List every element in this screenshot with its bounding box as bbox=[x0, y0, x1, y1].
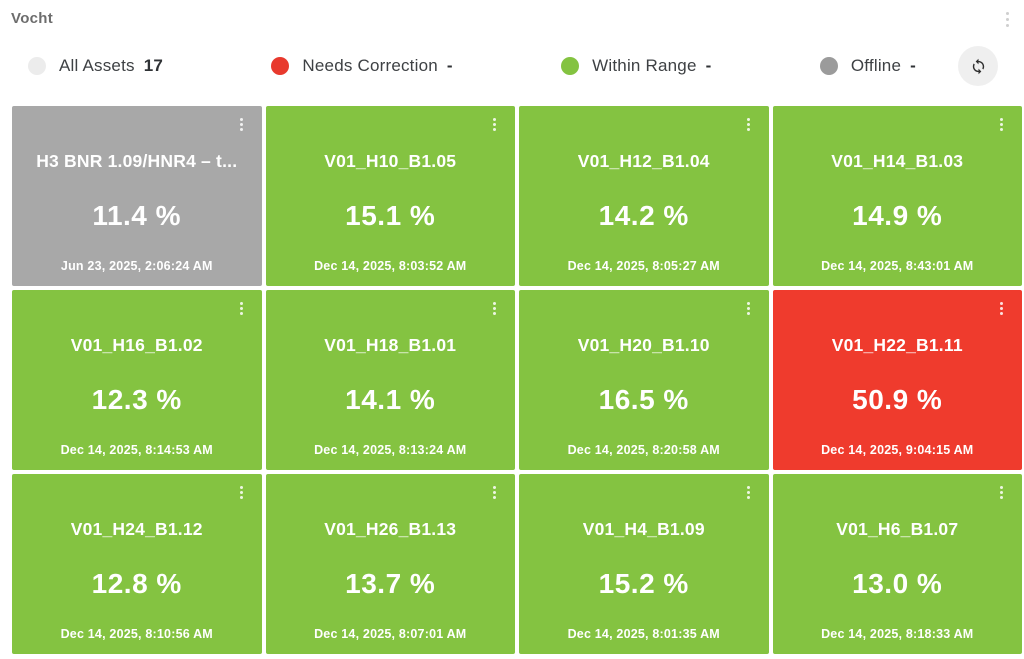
asset-name: V01_H12_B1.04 bbox=[577, 151, 710, 171]
tile-menu-icon[interactable] bbox=[743, 116, 754, 133]
asset-value: 15.1 % bbox=[345, 199, 436, 231]
asset-tile[interactable]: V01_H24_B1.12 12.8 % Dec 14, 2025, 8:10:… bbox=[12, 474, 262, 654]
legend-count: - bbox=[705, 56, 712, 75]
tile-menu-icon[interactable] bbox=[743, 484, 754, 501]
legend-items: All Assets 17 Needs Correction - Within … bbox=[28, 56, 916, 76]
tile-menu-icon[interactable] bbox=[743, 300, 754, 317]
legend-label: Offline bbox=[850, 56, 902, 75]
asset-tile[interactable]: V01_H20_B1.10 16.5 % Dec 14, 2025, 8:20:… bbox=[519, 290, 769, 470]
page-title: Vocht bbox=[11, 10, 54, 27]
asset-value: 14.1 % bbox=[345, 383, 436, 415]
widget-menu-icon[interactable] bbox=[1001, 10, 1014, 29]
asset-timestamp: Dec 14, 2025, 8:03:52 AM bbox=[314, 259, 467, 273]
asset-name: V01_H16_B1.02 bbox=[70, 335, 203, 355]
legend-item-within-range[interactable]: Within Range - bbox=[561, 56, 711, 76]
tile-menu-icon[interactable] bbox=[996, 116, 1007, 133]
asset-tile[interactable]: V01_H26_B1.13 13.7 % Dec 14, 2025, 8:07:… bbox=[265, 474, 515, 654]
sync-icon bbox=[972, 58, 984, 74]
asset-tile[interactable]: V01_H14_B1.03 14.9 % Dec 14, 2025, 8:43:… bbox=[772, 106, 1022, 286]
asset-value: 50.9 % bbox=[852, 383, 943, 415]
asset-tile[interactable]: V01_H12_B1.04 14.2 % Dec 14, 2025, 8:05:… bbox=[519, 106, 769, 286]
status-dot-icon bbox=[271, 57, 290, 75]
tile-menu-icon[interactable] bbox=[996, 484, 1007, 501]
asset-value: 11.4 % bbox=[92, 199, 182, 231]
asset-value: 13.7 % bbox=[345, 567, 436, 599]
asset-timestamp: Dec 14, 2025, 8:43:01 AM bbox=[821, 259, 974, 273]
asset-name: V01_H14_B1.03 bbox=[831, 151, 964, 171]
status-dot-icon bbox=[28, 57, 46, 75]
asset-name: V01_H20_B1.10 bbox=[577, 335, 710, 355]
asset-timestamp: Dec 14, 2025, 8:01:35 AM bbox=[567, 627, 720, 641]
widget-topbar: Vocht bbox=[0, 0, 1024, 29]
asset-value: 14.2 % bbox=[598, 199, 689, 231]
asset-name: V01_H24_B1.12 bbox=[70, 519, 203, 539]
asset-value: 12.8 % bbox=[91, 567, 182, 599]
tile-menu-icon[interactable] bbox=[236, 484, 247, 501]
asset-timestamp: Dec 14, 2025, 8:07:01 AM bbox=[314, 627, 467, 641]
legend: All Assets 17 Needs Correction - Within … bbox=[28, 46, 998, 86]
tile-menu-icon[interactable] bbox=[489, 116, 500, 133]
status-dot-icon bbox=[561, 57, 580, 75]
asset-tile[interactable]: V01_H6_B1.07 13.0 % Dec 14, 2025, 8:18:3… bbox=[772, 474, 1022, 654]
legend-label: Needs Correction bbox=[302, 56, 438, 75]
asset-name: V01_H4_B1.09 bbox=[582, 519, 705, 539]
asset-name: V01_H22_B1.11 bbox=[831, 335, 963, 355]
asset-name: V01_H18_B1.01 bbox=[324, 335, 457, 355]
asset-value: 13.0 % bbox=[852, 567, 943, 599]
asset-name: V01_H6_B1.07 bbox=[836, 519, 959, 539]
legend-count: - bbox=[446, 56, 453, 75]
tile-menu-icon[interactable] bbox=[489, 484, 500, 501]
asset-name: V01_H10_B1.05 bbox=[324, 151, 457, 171]
tile-menu-icon[interactable] bbox=[236, 116, 247, 133]
asset-timestamp: Dec 14, 2025, 8:05:27 AM bbox=[567, 259, 720, 273]
asset-timestamp: Dec 14, 2025, 8:14:53 AM bbox=[60, 443, 213, 457]
legend-item-offline[interactable]: Offline - bbox=[819, 56, 916, 76]
asset-grid: H3 BNR 1.09/HNR4 – t... 11.4 % Jun 23, 2… bbox=[12, 106, 1022, 654]
asset-tile[interactable]: V01_H10_B1.05 15.1 % Dec 14, 2025, 8:03:… bbox=[265, 106, 515, 286]
tile-menu-icon[interactable] bbox=[996, 300, 1007, 317]
asset-timestamp: Dec 14, 2025, 8:10:56 AM bbox=[60, 627, 213, 641]
asset-timestamp: Jun 23, 2025, 2:06:24 AM bbox=[60, 259, 213, 273]
legend-item-needs-correction[interactable]: Needs Correction - bbox=[271, 56, 453, 76]
asset-name: H3 BNR 1.09/HNR4 – t... bbox=[36, 151, 238, 171]
asset-tile[interactable]: V01_H18_B1.01 14.1 % Dec 14, 2025, 8:13:… bbox=[265, 290, 515, 470]
tile-menu-icon[interactable] bbox=[489, 300, 500, 317]
asset-value: 16.5 % bbox=[598, 383, 689, 415]
status-dot-icon bbox=[819, 57, 838, 75]
asset-tile[interactable]: V01_H22_B1.11 50.9 % Dec 14, 2025, 9:04:… bbox=[772, 290, 1022, 470]
refresh-button[interactable] bbox=[958, 46, 998, 86]
legend-label: All Assets bbox=[59, 56, 135, 75]
asset-value: 12.3 % bbox=[91, 383, 182, 415]
asset-tile[interactable]: V01_H4_B1.09 15.2 % Dec 14, 2025, 8:01:3… bbox=[519, 474, 769, 654]
asset-timestamp: Dec 14, 2025, 8:20:58 AM bbox=[567, 443, 720, 457]
asset-timestamp: Dec 14, 2025, 9:04:15 AM bbox=[821, 443, 974, 457]
legend-count: - bbox=[910, 56, 916, 75]
legend-label: Within Range bbox=[592, 56, 697, 75]
asset-name: V01_H26_B1.13 bbox=[324, 519, 457, 539]
asset-value: 14.9 % bbox=[852, 199, 943, 231]
legend-item-all-assets[interactable]: All Assets 17 bbox=[28, 56, 163, 76]
legend-count: 17 bbox=[143, 56, 164, 75]
asset-timestamp: Dec 14, 2025, 8:18:33 AM bbox=[821, 627, 974, 641]
tile-menu-icon[interactable] bbox=[236, 300, 247, 317]
asset-tile[interactable]: H3 BNR 1.09/HNR4 – t... 11.4 % Jun 23, 2… bbox=[12, 106, 262, 286]
asset-timestamp: Dec 14, 2025, 8:13:24 AM bbox=[314, 443, 467, 457]
asset-value: 15.2 % bbox=[598, 567, 689, 599]
asset-tile[interactable]: V01_H16_B1.02 12.3 % Dec 14, 2025, 8:14:… bbox=[12, 290, 262, 470]
